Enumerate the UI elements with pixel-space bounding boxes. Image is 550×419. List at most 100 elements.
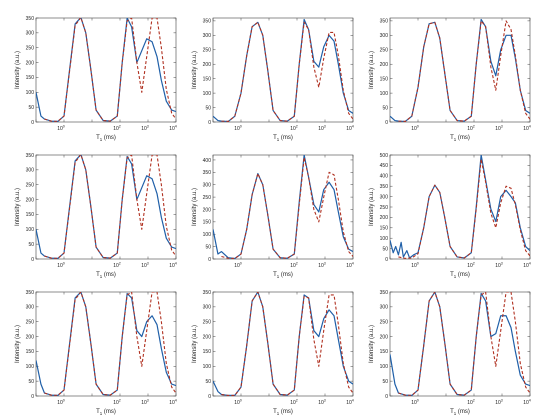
y-tick-label: 0	[385, 394, 388, 400]
y-tick-label: 100	[203, 232, 212, 238]
plot-frame	[212, 17, 354, 123]
y-tick-label: 350	[26, 153, 35, 159]
x-tick-label: 104	[346, 399, 354, 407]
y-tick-label: 350	[380, 19, 389, 25]
y-tick-label: 100	[380, 364, 389, 370]
y-axis-label: Intensity (a.u.)	[15, 188, 21, 226]
y-tick-label: 300	[380, 305, 389, 311]
y-tick-label: 50	[382, 379, 388, 385]
x-tick-label: 100	[57, 262, 65, 270]
chart-panel-2: 100 102 103 104 0 50 100 150 200 250 300 350 T1 (ms)…	[192, 17, 354, 142]
y-axis-label: Intensity (a.u.)	[192, 51, 198, 89]
x-tick-label: 103	[495, 125, 503, 133]
y-tick-label: 200	[26, 197, 35, 203]
x-tick-label: 104	[523, 262, 531, 270]
plot-frame	[389, 154, 531, 260]
plot-frame	[35, 154, 177, 260]
x-axis-label: T1 (ms)	[450, 135, 470, 142]
chart-panel-1: 100 102 103 104 0 50 100 150 200 250 300 350 T1 (ms)…	[15, 16, 177, 142]
y-tick-label: 250	[203, 48, 212, 54]
y-tick-label: 150	[26, 212, 35, 218]
y-tick-label: 50	[382, 246, 388, 252]
x-tick-label: 103	[495, 399, 503, 407]
y-tick-label: 200	[26, 60, 35, 66]
y-tick-label: 300	[380, 33, 389, 39]
y-tick-label: 250	[203, 320, 212, 326]
y-tick-label: 150	[26, 75, 35, 81]
x-tick-label: 102	[290, 125, 298, 133]
series-line-dashed	[44, 155, 176, 259]
series-line-dashed	[398, 158, 530, 259]
x-tick-label: 103	[141, 262, 149, 270]
x-tick-label: 104	[346, 262, 354, 270]
series-line-dashed	[221, 292, 353, 396]
y-tick-label: 200	[380, 62, 389, 68]
x-axis-label: T1 (ms)	[450, 409, 470, 416]
x-tick-label: 104	[523, 125, 531, 133]
y-tick-label: 350	[203, 170, 212, 176]
y-tick-label: 300	[380, 194, 389, 200]
x-axis-label: T1 (ms)	[273, 135, 293, 142]
y-tick-label: 250	[203, 195, 212, 201]
y-axis-label: Intensity (a.u.)	[15, 325, 21, 363]
y-tick-label: 150	[203, 220, 212, 226]
series-line-dashed	[221, 21, 353, 122]
y-tick-label: 50	[382, 105, 388, 111]
x-tick-label: 103	[318, 262, 326, 270]
chart-panel-8: 100 102 103 104 0 50 100 150 200 250 300 350 T1 (ms)…	[192, 290, 354, 416]
y-tick-label: 500	[380, 153, 389, 159]
y-tick-label: 350	[203, 19, 212, 25]
y-tick-label: 100	[380, 91, 389, 97]
y-tick-label: 200	[203, 207, 212, 213]
x-tick-label: 102	[467, 262, 475, 270]
y-tick-label: 300	[203, 183, 212, 189]
y-tick-label: 150	[380, 226, 389, 232]
x-axis-label: T1 (ms)	[273, 272, 293, 279]
x-tick-label: 102	[290, 262, 298, 270]
series-line-dashed	[398, 20, 530, 122]
y-tick-label: 350	[380, 290, 389, 296]
x-tick-label: 104	[346, 125, 354, 133]
y-tick-label: 250	[380, 48, 389, 54]
y-tick-label: 350	[380, 184, 389, 190]
y-tick-label: 250	[26, 320, 35, 326]
x-axis-label: T1 (ms)	[273, 409, 293, 416]
y-tick-label: 300	[203, 33, 212, 39]
y-axis-label: Intensity (a.u.)	[369, 51, 375, 89]
y-tick-label: 50	[28, 242, 34, 248]
y-tick-label: 400	[380, 174, 389, 180]
y-tick-label: 150	[26, 349, 35, 355]
plot-frame	[212, 154, 354, 260]
plot-frame	[35, 291, 177, 397]
y-axis-label: Intensity (a.u.)	[192, 325, 198, 363]
y-axis-label: Intensity (a.u.)	[15, 51, 21, 89]
y-tick-label: 50	[205, 379, 211, 385]
chart-panel-3: 100 102 103 104 0 50 100 150 200 250 300 350 T1 (ms)…	[369, 17, 531, 142]
y-tick-label: 100	[203, 91, 212, 97]
y-tick-label: 200	[380, 334, 389, 340]
y-tick-label: 400	[203, 158, 212, 164]
series-line-dashed	[398, 292, 530, 396]
y-tick-label: 50	[205, 105, 211, 111]
y-tick-label: 50	[28, 379, 34, 385]
y-tick-label: 0	[385, 257, 388, 263]
y-tick-label: 0	[31, 120, 34, 126]
y-tick-label: 150	[380, 76, 389, 82]
chart-panel-6: 100 102 103 104 0 50 100 150 200 250 300 350 400 450 5…	[369, 153, 531, 279]
y-tick-label: 0	[31, 257, 34, 263]
x-tick-label: 104	[169, 125, 177, 133]
y-tick-label: 100	[26, 90, 35, 96]
x-tick-label: 103	[318, 125, 326, 133]
x-axis-label: T1 (ms)	[96, 272, 116, 279]
x-tick-label: 100	[411, 125, 419, 133]
x-tick-label: 102	[113, 399, 121, 407]
x-tick-label: 100	[57, 125, 65, 133]
x-axis-label: T1 (ms)	[450, 272, 470, 279]
x-tick-label: 100	[234, 399, 242, 407]
x-tick-label: 100	[411, 262, 419, 270]
y-tick-label: 100	[203, 364, 212, 370]
x-tick-label: 104	[169, 399, 177, 407]
x-tick-label: 102	[467, 125, 475, 133]
x-tick-label: 103	[141, 125, 149, 133]
